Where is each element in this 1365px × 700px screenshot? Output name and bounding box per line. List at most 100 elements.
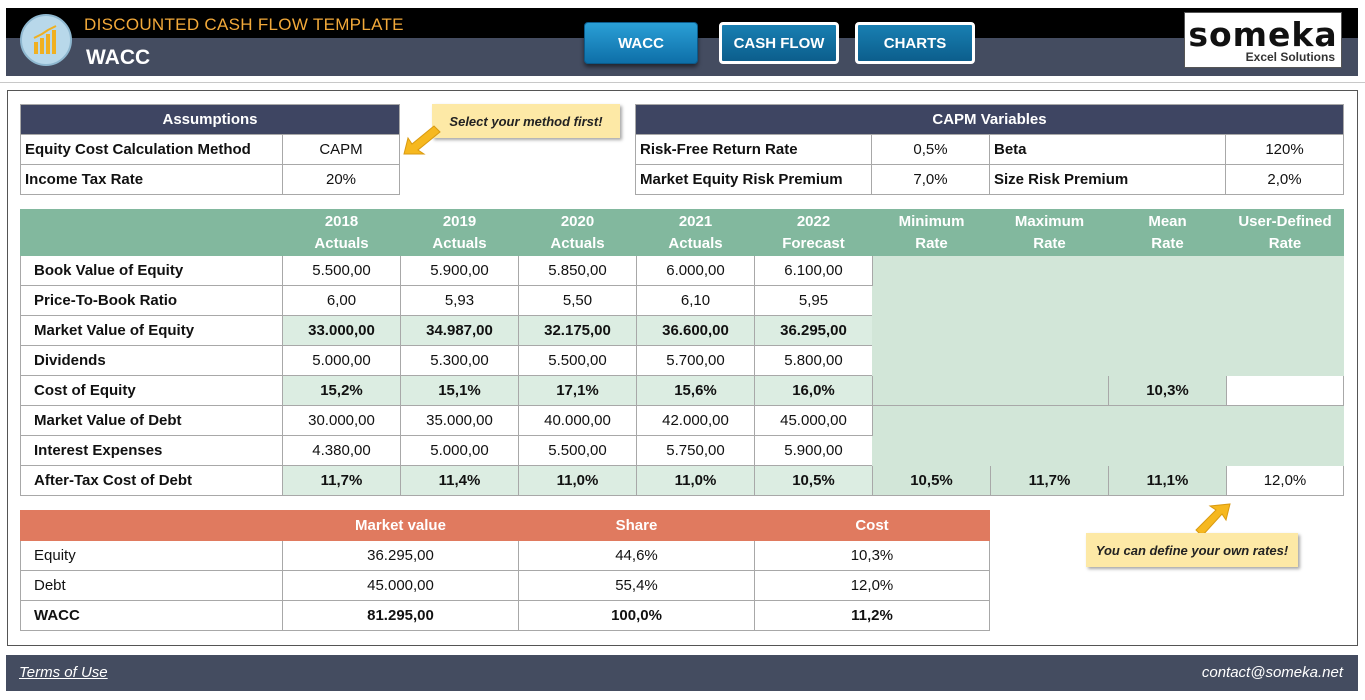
value-cell[interactable]: 5.750,00 — [636, 435, 755, 466]
col-header-min-rate: Minimum Rate — [872, 209, 991, 256]
table-row: Equity 36.295,00 44,6% 10,3% — [20, 540, 990, 571]
assumption-label: Equity Cost Calculation Method — [20, 134, 283, 165]
value-cell[interactable]: 5,95 — [754, 285, 873, 316]
row-label: WACC — [20, 600, 283, 631]
value-cell: 11,7% — [282, 465, 401, 496]
nav-cash-flow-button[interactable]: CASH FLOW — [719, 22, 839, 64]
table-row: Market Value of Equity 33.000,00 34.987,… — [20, 315, 1344, 346]
row-label: Cost of Equity — [20, 375, 283, 406]
market-risk-premium-input[interactable]: 7,0% — [871, 164, 990, 195]
value-cell[interactable]: 30.000,00 — [282, 405, 401, 436]
row-label: Price-To-Book Ratio — [20, 285, 283, 316]
value-cell[interactable]: 5.900,00 — [400, 255, 519, 286]
value-cell[interactable]: 6,10 — [636, 285, 755, 316]
value-cell[interactable]: 5.300,00 — [400, 345, 519, 376]
value-cell: 17,1% — [518, 375, 637, 406]
beta-input[interactable]: 120% — [1225, 134, 1344, 165]
value-cell: 11,2% — [754, 600, 990, 631]
app-logo — [20, 14, 72, 66]
col-header-user-rate: User-Defined Rate — [1226, 209, 1344, 256]
col-header-max-rate: Maximum Rate — [990, 209, 1109, 256]
assumption-label: Income Tax Rate — [20, 164, 283, 195]
brand-logo[interactable]: someka Excel Solutions — [1184, 12, 1342, 68]
col-header-2021: 2021 Actuals — [636, 209, 755, 256]
capm-label: Risk-Free Return Rate — [635, 134, 872, 165]
table-row: After-Tax Cost of Debt 11,7% 11,4% 11,0%… — [20, 465, 1344, 496]
value-cell: 34.987,00 — [400, 315, 519, 346]
col-header-market-value: Market value — [282, 510, 519, 541]
table-row: Book Value of Equity 5.500,00 5.900,00 5… — [20, 255, 1344, 376]
capm-table: CAPM Variables Risk-Free Return Rate 0,5… — [635, 104, 1344, 195]
page-title: WACC — [86, 46, 151, 69]
brand-name: someka — [1188, 15, 1338, 54]
table-row: Cost of Equity 15,2% 15,1% 17,1% 15,6% 1… — [20, 375, 1344, 406]
value-cell[interactable]: 35.000,00 — [400, 405, 519, 436]
rates-note: You can define your own rates! — [1086, 533, 1298, 567]
row-label: After-Tax Cost of Debt — [20, 465, 283, 496]
value-cell: 36.600,00 — [636, 315, 755, 346]
col-header-2020: 2020 Actuals — [518, 209, 637, 256]
value-cell[interactable]: 5.700,00 — [636, 345, 755, 376]
empty-rate-area — [872, 405, 1344, 466]
value-cell[interactable]: 45.000,00 — [754, 405, 873, 436]
assumptions-table: Assumptions Equity Cost Calculation Meth… — [20, 104, 400, 195]
value-cell[interactable]: 5,50 — [518, 285, 637, 316]
nav-charts-button[interactable]: CHARTS — [855, 22, 975, 64]
value-cell[interactable]: 5.500,00 — [518, 345, 637, 376]
row-label: Interest Expenses — [20, 435, 283, 466]
value-cell: 33.000,00 — [282, 315, 401, 346]
cost-table: 2018 Actuals 2019 Actuals 2020 Actuals 2021… — [20, 209, 1344, 496]
value-cell: 15,1% — [400, 375, 519, 406]
table-row: Price-To-Book Ratio 6,00 5,93 5,50 6,10 … — [20, 285, 1344, 316]
value-cell: 15,2% — [282, 375, 401, 406]
value-cell[interactable]: 4.380,00 — [282, 435, 401, 466]
col-header-share: Share — [518, 510, 755, 541]
col-header-mean-rate: Mean Rate — [1108, 209, 1227, 256]
capm-label: Market Equity Risk Premium — [635, 164, 872, 195]
col-header-2022: 2022 Forecast — [754, 209, 873, 256]
value-cell[interactable]: 42.000,00 — [636, 405, 755, 436]
row-label: Equity — [20, 540, 283, 571]
row-label: Market Value of Equity — [20, 315, 283, 346]
value-cell[interactable]: 5.800,00 — [754, 345, 873, 376]
value-cell[interactable]: 5.500,00 — [518, 435, 637, 466]
app-footer: Terms of Use contact@someka.net — [6, 655, 1358, 691]
value-cell[interactable]: 5.000,00 — [400, 435, 519, 466]
value-cell[interactable]: 5.850,00 — [518, 255, 637, 286]
value-cell[interactable]: 6.000,00 — [636, 255, 755, 286]
col-header-cost: Cost — [754, 510, 990, 541]
wacc-table: Market value Share Cost Equity 36.295,00… — [20, 510, 990, 631]
value-cell[interactable]: 40.000,00 — [518, 405, 637, 436]
value-cell: 44,6% — [518, 540, 755, 571]
capm-title: CAPM Variables — [635, 104, 1344, 135]
corner-cell — [20, 209, 283, 256]
corner-cell — [20, 510, 283, 541]
method-select[interactable]: CAPM — [282, 134, 400, 165]
value-cell[interactable]: 6,00 — [282, 285, 401, 316]
user-rate-input[interactable] — [1226, 375, 1344, 406]
table-row: Market Value of Debt 30.000,00 35.000,00… — [20, 405, 1344, 466]
empty-rate-cell — [872, 375, 1109, 406]
value-cell[interactable]: 5.500,00 — [282, 255, 401, 286]
value-cell[interactable]: 5.900,00 — [754, 435, 873, 466]
value-cell[interactable]: 5,93 — [400, 285, 519, 316]
value-cell: 15,6% — [636, 375, 755, 406]
col-header-2019: 2019 Actuals — [400, 209, 519, 256]
size-risk-premium-input[interactable]: 2,0% — [1225, 164, 1344, 195]
nav-wacc-button[interactable]: WACC — [584, 22, 698, 64]
method-note: Select your method first! — [432, 104, 620, 138]
risk-free-input[interactable]: 0,5% — [871, 134, 990, 165]
mean-rate-cell: 10,3% — [1108, 375, 1227, 406]
row-label: Market Value of Debt — [20, 405, 283, 436]
terms-of-use-link[interactable]: Terms of Use — [19, 664, 108, 681]
value-cell: 10,3% — [754, 540, 990, 571]
max-rate-cell: 11,7% — [990, 465, 1109, 496]
col-header-2018: 2018 Actuals — [282, 209, 401, 256]
row-label: Book Value of Equity — [20, 255, 283, 286]
value-cell: 45.000,00 — [282, 570, 519, 601]
value-cell: 12,0% — [754, 570, 990, 601]
value-cell[interactable]: 5.000,00 — [282, 345, 401, 376]
income-tax-input[interactable]: 20% — [282, 164, 400, 195]
user-rate-input[interactable]: 12,0% — [1226, 465, 1344, 496]
value-cell[interactable]: 6.100,00 — [754, 255, 873, 286]
